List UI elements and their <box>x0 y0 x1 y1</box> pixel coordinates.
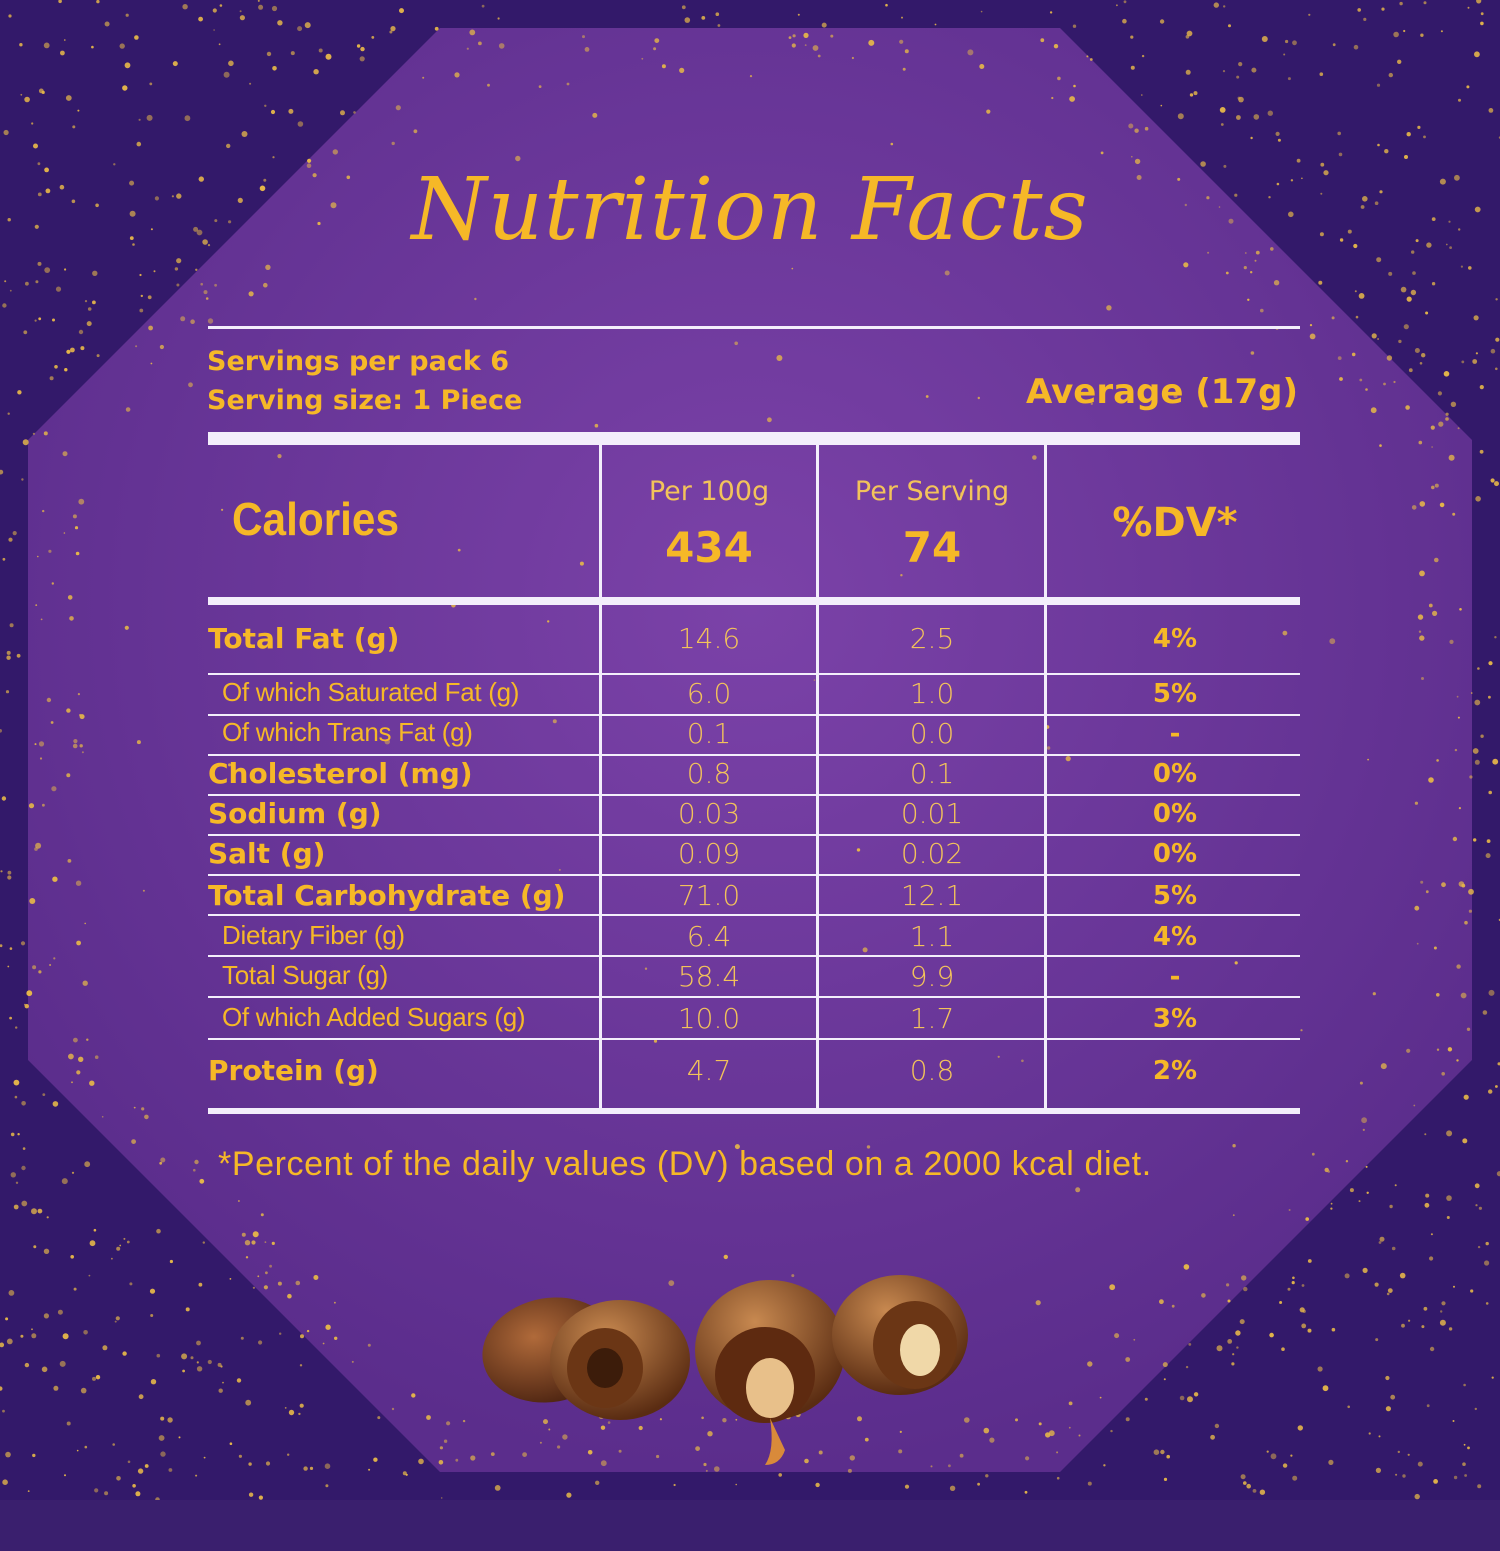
row-per-serving: 0.1 <box>820 757 1044 790</box>
row-per-serving: 0.0 <box>820 717 1044 750</box>
page-title: Nutrition Facts <box>0 160 1500 260</box>
row-label: Of which Trans Fat (g) <box>222 717 473 748</box>
average-serving: Average (17g) <box>1026 372 1298 412</box>
row-dv: 0% <box>1048 799 1302 829</box>
column-divider-3 <box>1044 445 1047 1110</box>
row-per-serving: 0.8 <box>820 1054 1044 1087</box>
row-dv: 5% <box>1048 679 1302 709</box>
row-divider <box>208 754 1300 756</box>
row-dv: - <box>1048 719 1302 749</box>
row-per100g: 6.4 <box>603 920 815 953</box>
row-dv: 3% <box>1048 1004 1302 1034</box>
row-per-serving: 1.0 <box>820 677 1044 710</box>
row-divider <box>208 874 1300 876</box>
row-divider <box>208 834 1300 836</box>
row-label: Dietary Fiber (g) <box>222 920 405 951</box>
row-per100g: 0.09 <box>603 837 815 870</box>
row-dv: 2% <box>1048 1056 1302 1086</box>
dv-heading: %DV* <box>1048 500 1302 546</box>
servings-per-pack-label: Servings per pack <box>207 346 481 377</box>
column-divider-1 <box>599 445 602 1110</box>
row-per100g: 10.0 <box>603 1002 815 1035</box>
row-label: Cholesterol (mg) <box>208 757 473 790</box>
row-divider <box>208 714 1300 716</box>
row-per-serving: 1.7 <box>820 1002 1044 1035</box>
row-per100g: 58.4 <box>603 960 815 993</box>
row-per-serving: 1.1 <box>820 920 1044 953</box>
servings-per-pack-value: 6 <box>490 346 509 377</box>
row-label: Sodium (g) <box>208 797 382 830</box>
row-label: Of which Added Sugars (g) <box>222 1002 525 1033</box>
row-dv: 5% <box>1048 881 1302 911</box>
per-100g-calories: 434 <box>603 523 815 572</box>
row-divider <box>208 914 1300 916</box>
thick-rule-header <box>208 597 1300 605</box>
row-dv: 0% <box>1048 759 1302 789</box>
thick-rule-top <box>208 432 1300 445</box>
stuffed-dates-image <box>470 1250 1030 1500</box>
row-per-serving: 9.9 <box>820 960 1044 993</box>
row-per-serving: 2.5 <box>820 622 1044 655</box>
row-label: Total Sugar (g) <box>222 960 388 991</box>
row-per100g: 14.6 <box>603 622 815 655</box>
bottom-rule <box>208 1108 1300 1114</box>
row-per100g: 4.7 <box>603 1054 815 1087</box>
row-per100g: 71.0 <box>603 879 815 912</box>
row-per100g: 0.8 <box>603 757 815 790</box>
row-dv: 4% <box>1048 624 1302 654</box>
row-label: Total Fat (g) <box>208 622 399 655</box>
row-divider <box>208 955 1300 957</box>
row-per100g: 6.0 <box>603 677 815 710</box>
serving-size: Serving size: 1 Piece <box>207 385 522 416</box>
row-label: Protein (g) <box>208 1054 379 1087</box>
column-divider-2 <box>816 445 819 1110</box>
row-label: Salt (g) <box>208 837 325 870</box>
per-serving-label: Per Serving <box>820 476 1044 507</box>
row-per-serving: 0.01 <box>820 797 1044 830</box>
row-label: Of which Saturated Fat (g) <box>222 677 519 708</box>
row-per100g: 0.1 <box>603 717 815 750</box>
row-dv: - <box>1048 962 1302 992</box>
row-per-serving: 0.02 <box>820 837 1044 870</box>
row-dv: 4% <box>1048 922 1302 952</box>
row-divider <box>208 1038 1300 1040</box>
row-per100g: 0.03 <box>603 797 815 830</box>
footnote: *Percent of the daily values (DV) based … <box>218 1145 1152 1184</box>
row-label: Total Carbohydrate (g) <box>208 879 565 912</box>
top-rule <box>208 326 1300 329</box>
calories-heading: Calories <box>232 492 399 546</box>
row-divider <box>208 673 1300 675</box>
row-divider <box>208 794 1300 796</box>
per-100g-label: Per 100g <box>603 476 815 507</box>
per-serving-calories: 74 <box>820 523 1044 572</box>
row-divider <box>208 996 1300 998</box>
row-per-serving: 12.1 <box>820 879 1044 912</box>
servings-per-pack: Servings per pack 6 <box>207 346 509 377</box>
row-dv: 0% <box>1048 839 1302 869</box>
